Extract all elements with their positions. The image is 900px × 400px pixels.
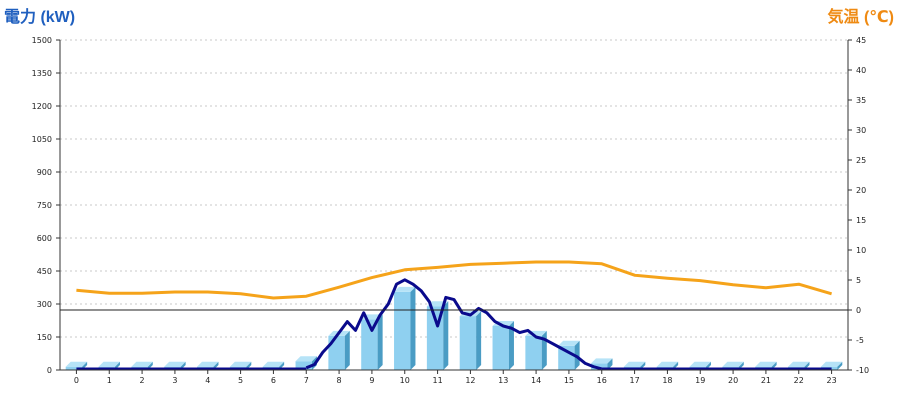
right-tick-label: 5: [856, 276, 861, 285]
left-tick-label: 0: [47, 366, 52, 375]
x-tick-label: 5: [238, 376, 243, 385]
x-tick-label: 17: [629, 376, 639, 385]
right-tick-label: 40: [856, 66, 866, 75]
axes: [56, 39, 852, 374]
x-tick-label: 13: [498, 376, 508, 385]
left-tick-label: 1500: [32, 36, 52, 45]
bar-side: [344, 330, 350, 370]
bar-front: [65, 366, 83, 370]
bar-top: [689, 361, 711, 367]
grid: [60, 39, 848, 338]
left-tick-label: 750: [37, 201, 52, 210]
x-tick-label: 12: [465, 376, 475, 385]
x-tick-label: 16: [597, 376, 607, 385]
x-tick-label: 14: [531, 376, 541, 385]
bar-top: [623, 361, 646, 367]
bar: [394, 286, 416, 370]
left-tick-label: 900: [37, 168, 52, 177]
left-axis-title: 電力 (kW): [4, 7, 75, 26]
bar-top: [394, 286, 416, 292]
bar-top: [656, 361, 679, 367]
bar-side: [837, 361, 843, 370]
right-tick-label: -10: [856, 366, 869, 375]
right-tick-label: -5: [856, 336, 864, 345]
bar-top: [755, 361, 777, 367]
bar: [426, 301, 449, 370]
bar-side: [443, 301, 449, 370]
bar: [361, 314, 383, 370]
x-tick-label: 21: [761, 376, 771, 385]
bar-top: [820, 361, 843, 367]
x-tick-label: 19: [695, 376, 705, 385]
x-tick-label: 7: [304, 376, 309, 385]
bar-side: [607, 358, 613, 370]
x-tick-label: 20: [728, 376, 738, 385]
bar-top: [65, 361, 88, 367]
bar-top: [98, 361, 120, 367]
right-tick-label: 30: [856, 126, 866, 135]
lines: [76, 260, 833, 371]
bar-front: [525, 335, 542, 370]
bar-top: [229, 361, 252, 367]
x-tick-label: 10: [400, 376, 410, 385]
x-tick-label: 23: [826, 376, 836, 385]
right-tick-label: 15: [856, 216, 866, 225]
x-tick-label: 0: [74, 376, 79, 385]
x-tick-label: 6: [271, 376, 276, 385]
bar-side: [410, 286, 416, 370]
bar-side: [541, 330, 547, 370]
right-axis-title: 気温 (℃): [828, 7, 894, 26]
bar-side: [377, 314, 383, 370]
power-line: [305, 278, 603, 371]
bar-top: [197, 361, 219, 367]
bar-top: [558, 340, 580, 346]
left-tick-label: 600: [37, 234, 52, 243]
right-tick-label: 20: [856, 186, 866, 195]
bar-front: [295, 361, 312, 370]
x-tick-label: 1: [107, 376, 112, 385]
right-tick-label: 0: [856, 306, 861, 315]
bar: [328, 330, 350, 370]
left-tick-label: 1350: [32, 69, 52, 78]
bar-top: [262, 361, 285, 367]
x-tick-label: 15: [564, 376, 574, 385]
bar-front: [492, 326, 509, 370]
left-tick-label: 300: [37, 300, 52, 309]
right-tick-label: 10: [856, 246, 866, 255]
x-tick-label: 11: [432, 376, 442, 385]
x-tick-label: 9: [369, 376, 374, 385]
temperature-line: [76, 260, 833, 300]
right-tick-label: 45: [856, 36, 866, 45]
bar-front: [361, 319, 378, 370]
bar-front: [459, 316, 477, 370]
right-tick-label: 25: [856, 156, 866, 165]
bar: [459, 311, 482, 370]
left-tick-label: 450: [37, 267, 52, 276]
bar-front: [394, 291, 411, 370]
bar-side: [508, 321, 514, 370]
left-tick-label: 150: [37, 333, 52, 342]
bar-top: [131, 361, 153, 367]
tick-labels: 01503004506007509001050120013501500-10-5…: [32, 36, 869, 385]
right-tick-label: 35: [856, 96, 866, 105]
x-tick-label: 4: [205, 376, 210, 385]
x-tick-label: 3: [172, 376, 177, 385]
x-tick-label: 18: [662, 376, 672, 385]
bar-top: [591, 358, 613, 364]
bar-top: [295, 356, 317, 362]
left-tick-label: 1200: [32, 102, 52, 111]
bar-top: [722, 361, 744, 367]
left-tick-label: 1050: [32, 135, 52, 144]
x-tick-label: 2: [140, 376, 145, 385]
bar-front: [328, 335, 345, 370]
bar-side: [476, 311, 482, 370]
x-tick-label: 8: [337, 376, 342, 385]
bar-top: [788, 361, 810, 367]
bar-top: [164, 361, 186, 367]
x-tick-label: 22: [794, 376, 804, 385]
